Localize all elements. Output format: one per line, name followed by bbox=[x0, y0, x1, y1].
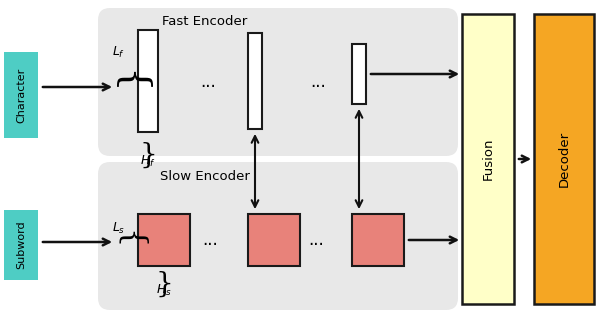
Text: ...: ... bbox=[310, 73, 326, 91]
Text: Character: Character bbox=[16, 67, 26, 123]
Text: $H_f$: $H_f$ bbox=[140, 154, 156, 169]
Bar bbox=[248, 214, 300, 266]
Bar bbox=[534, 14, 594, 304]
Text: ...: ... bbox=[308, 231, 324, 249]
Bar bbox=[248, 33, 262, 129]
Text: Decoder: Decoder bbox=[558, 131, 570, 187]
Text: Fast Encoder: Fast Encoder bbox=[162, 15, 248, 28]
Bar bbox=[138, 30, 158, 132]
Text: Fusion: Fusion bbox=[482, 138, 494, 180]
Text: $L_f$: $L_f$ bbox=[112, 45, 125, 59]
Bar bbox=[4, 52, 38, 138]
Text: {: { bbox=[113, 230, 144, 250]
Bar bbox=[462, 14, 514, 304]
Bar bbox=[4, 210, 38, 280]
Text: }: } bbox=[155, 271, 173, 298]
FancyBboxPatch shape bbox=[98, 162, 458, 310]
Text: }: } bbox=[139, 142, 157, 169]
Text: Slow Encoder: Slow Encoder bbox=[160, 170, 250, 183]
Bar bbox=[352, 214, 404, 266]
Bar bbox=[352, 44, 366, 104]
Text: $H_s$: $H_s$ bbox=[156, 283, 172, 298]
Bar bbox=[138, 214, 190, 266]
Text: $L_s$: $L_s$ bbox=[112, 220, 125, 236]
Text: ...: ... bbox=[200, 73, 216, 91]
Text: {: { bbox=[110, 70, 147, 94]
FancyBboxPatch shape bbox=[98, 8, 458, 156]
Text: Subword: Subword bbox=[16, 221, 26, 269]
Text: ...: ... bbox=[202, 231, 218, 249]
